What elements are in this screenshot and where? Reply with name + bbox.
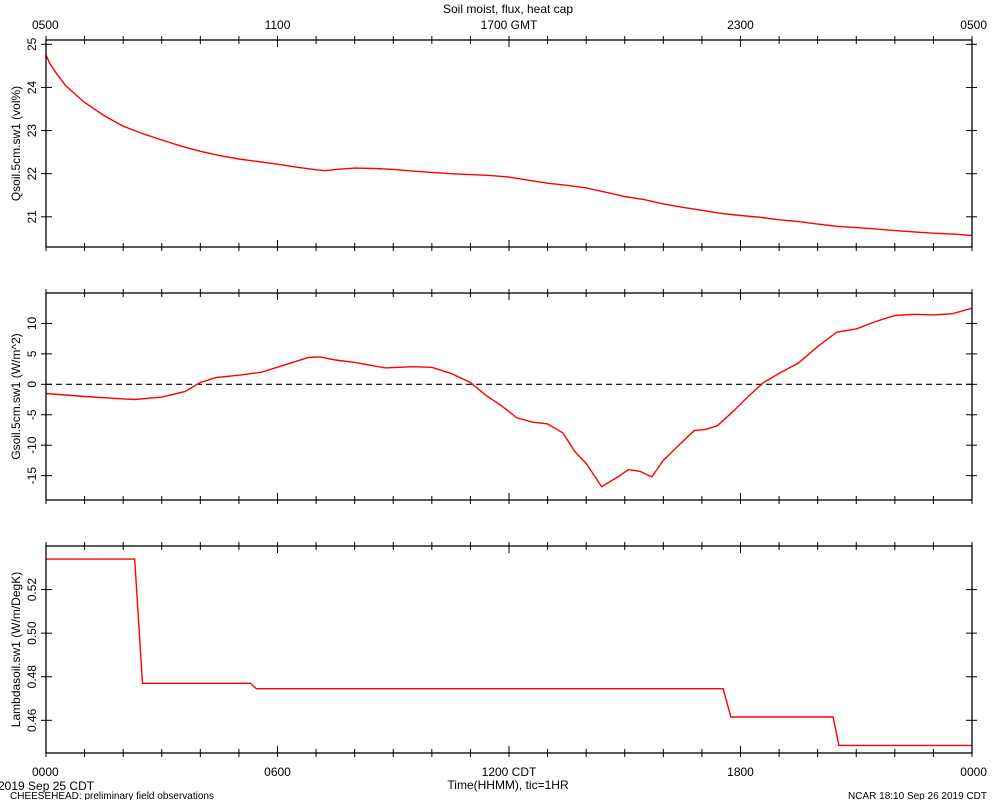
y-tick-label: 21 — [25, 210, 39, 224]
footer-date: 2019 Sep 25 CDT — [0, 779, 95, 793]
top-tick-label: 2300 — [727, 18, 754, 32]
bottom-axis-tick-labels: 0000 0600 1200 CDT 1800 0000 — [32, 765, 987, 779]
x-axis-label: Time(HHMM), tic=1HR — [447, 778, 569, 792]
y-tick-label: 22 — [25, 167, 39, 181]
y-tick-label: 0 — [25, 381, 39, 388]
y-tick-label: 23 — [25, 124, 39, 138]
y-tick-label: -10 — [25, 436, 39, 454]
y-tick-label: 5 — [25, 350, 39, 357]
footer-stamp: NCAR 18:10 Sep 26 2019 CDT — [848, 791, 987, 800]
y-axis-label: Qsoil.5cm.sw1 (vol%) — [9, 86, 23, 201]
top-axis-tick-labels: 0500 1100 1700 GMT 2300 0500 — [32, 18, 987, 32]
panel-1: 21 22 23 24 25 Qsoil.5cm.sw1 (vol%) — [9, 36, 977, 251]
y-axis-label: Lambdasoil.sw1 (W/m/DegK) — [9, 572, 23, 727]
top-tick-label: 1100 — [265, 18, 291, 32]
top-tick-label: 0500 — [32, 18, 59, 32]
bottom-tick-label: 0600 — [264, 765, 291, 779]
y-tick-label: 0.48 — [25, 665, 39, 689]
chart-title: Soil moist, flux, heat cap — [443, 2, 573, 16]
y-tick-label: 0.46 — [25, 708, 39, 732]
series-line — [45, 54, 973, 237]
y-tick-label: 0.52 — [25, 578, 39, 602]
y-tick-label: 25 — [25, 37, 39, 51]
plot-frame — [45, 545, 973, 754]
bottom-tick-label: 0000 — [32, 765, 59, 779]
bottom-tick-label: 1200 CDT — [482, 765, 537, 779]
bottom-tick-label: 0000 — [960, 765, 987, 779]
footer-project: CHEESEHEAD: preliminary field observatio… — [10, 791, 214, 800]
plot-frame — [45, 39, 973, 248]
plot-frame — [45, 292, 973, 501]
y-axis-label: Gsoil.5cm.sw1 (W/m^2) — [9, 333, 23, 459]
y-tick-label: 0.50 — [25, 621, 39, 645]
bottom-tick-label: 1800 — [727, 765, 754, 779]
top-tick-label: 1700 GMT — [481, 18, 538, 32]
y-tick-label: -5 — [25, 409, 39, 420]
y-tick-label: 24 — [25, 80, 39, 94]
series-line — [46, 558, 972, 747]
chart-panels: 21 22 23 24 25 Qsoil.5cm.sw1 (vol%) -15 -10 -5 0 5… — [9, 36, 977, 757]
y-tick-label: 10 — [25, 316, 39, 330]
top-tick-label: 0500 — [960, 18, 987, 32]
series-line — [45, 307, 973, 488]
y-tick-label: -15 — [25, 467, 39, 485]
